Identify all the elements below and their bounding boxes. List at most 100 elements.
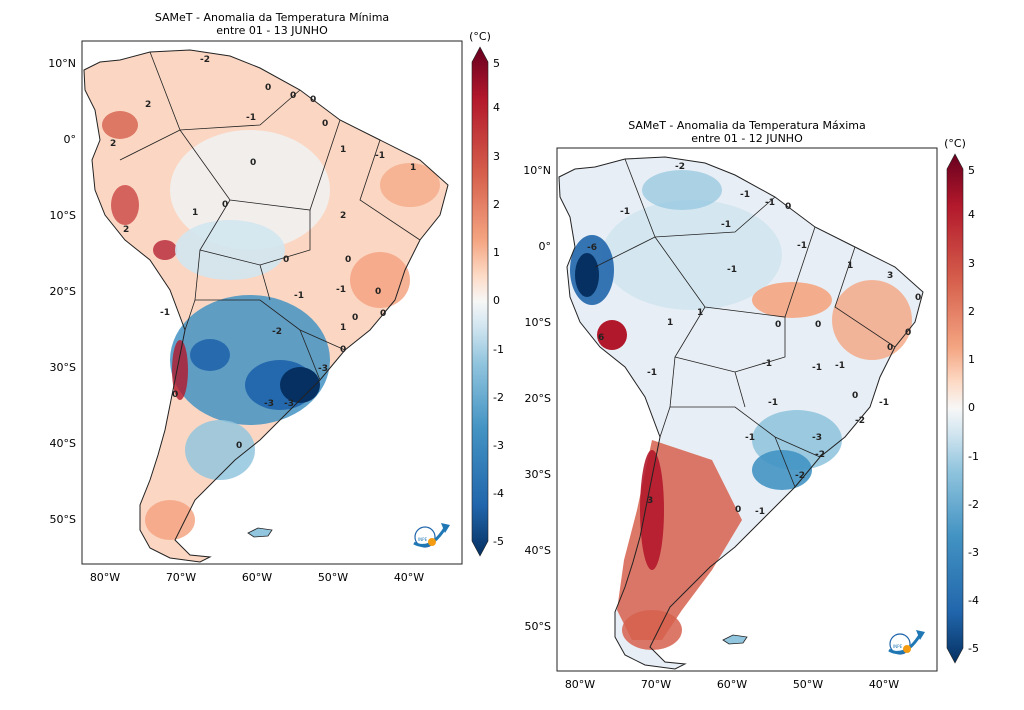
left-warm-west (111, 185, 139, 225)
left-lon-tick: 50°W (318, 571, 348, 584)
right-cold-ecuador-core (575, 253, 599, 297)
left-warm-east (350, 252, 410, 308)
right-lon-tick: 60°W (717, 678, 747, 691)
right-logo-label: INPE (893, 644, 903, 649)
right-contour-label: -1 (620, 207, 630, 217)
left-contour-label: 0 (283, 255, 289, 265)
right-contour-label: -2 (855, 416, 865, 426)
left-contour-label: 0 (265, 83, 271, 93)
right-map-title-line2: entre 01 - 12 JUNHO (691, 132, 803, 145)
left-map-title-line1: SAMeT - Anomalia da Temperatura Mínima (154, 11, 390, 24)
right-lat-tick: 0° (539, 240, 552, 253)
right-contour-label: -1 (768, 398, 778, 408)
left-contour-label: -1 (336, 285, 346, 295)
right-contour-label: -1 (812, 363, 822, 373)
left-contour-label: -1 (160, 308, 170, 318)
right-contour-label: 3 (647, 496, 653, 506)
right-lon-tick: 40°W (869, 678, 899, 691)
right-contour-label: -3 (812, 433, 822, 443)
left-contour-label: 0 (352, 313, 358, 323)
right-contour-label: -2 (815, 450, 825, 460)
right-contour-labels: -2 -1 -1 0 -1 -1 -6 -1 -1 1 0 3 0 0 1 0 … (587, 162, 921, 517)
right-warm-center (752, 282, 832, 318)
right-colorbar-tick: 4 (968, 208, 975, 221)
right-lat-axis: 10°N 0° 10°S 20°S 30°S 40°S 50°S (523, 164, 551, 633)
left-logo-label: INPE (418, 537, 428, 542)
left-contour-label: 0 (250, 158, 256, 168)
right-contour-label: 0 (852, 391, 858, 401)
left-colorbar-bar (471, 46, 489, 557)
right-coastline (558, 156, 924, 670)
right-contour-label: 3 (887, 271, 893, 281)
right-contour-label: 0 (775, 320, 781, 330)
right-contour-label: 1 (697, 308, 703, 318)
left-contour-label: 0 (310, 95, 316, 105)
left-colorbar-tick: -5 (493, 535, 504, 548)
right-colorbar-tick: 0 (968, 401, 975, 414)
right-falkland-islands (722, 634, 748, 645)
left-warm-north (102, 111, 138, 139)
left-contour-label: 1 (340, 145, 346, 155)
right-contour-label: 0 (887, 343, 893, 353)
right-contour-label: -1 (879, 398, 889, 408)
right-colorbar-tick: 2 (968, 305, 975, 318)
right-contour-label: -1 (740, 190, 750, 200)
left-contour-label: 1 (192, 208, 198, 218)
left-map-title-line2: entre 01 - 13 JUNHO (216, 24, 328, 37)
right-colorbar-tick: 1 (968, 353, 975, 366)
right-contour-label: 0 (815, 320, 821, 330)
right-warm-peru (597, 320, 627, 350)
right-lon-tick: 80°W (565, 678, 595, 691)
right-map-shading (558, 156, 924, 670)
right-lat-tick: 10°N (523, 164, 551, 177)
left-colorbar-tick: -4 (493, 487, 504, 500)
left-contour-label: -3 (318, 364, 328, 374)
left-lon-axis: 80°W 70°W 60°W 50°W 40°W (90, 571, 424, 584)
left-contour-label: 2 (340, 211, 346, 221)
left-map-title: SAMeT - Anomalia da Temperatura Mínima e… (82, 11, 462, 37)
right-lon-axis: 80°W 70°W 60°W 50°W 40°W (565, 678, 899, 691)
left-colorbar-tick: 3 (493, 150, 500, 163)
right-colorbar-tick: -2 (968, 498, 979, 511)
right-contour-label: -1 (721, 220, 731, 230)
left-contour-label: 1 (410, 163, 416, 173)
right-colorbar-bar (946, 153, 964, 664)
right-contour-label: -1 (765, 198, 775, 208)
left-colorbar-tick: 2 (493, 198, 500, 211)
left-map-panel: SAMeT - Anomalia da Temperatura Mínima e… (0, 0, 512, 600)
right-colorbar-tick: -4 (968, 594, 979, 607)
right-colorbar-tick: 5 (968, 164, 975, 177)
left-colorbar-unit: (°C) (469, 30, 491, 43)
right-contour-label: -1 (835, 361, 845, 371)
right-contour-label: -1 (755, 507, 765, 517)
right-map-panel: SAMeT - Anomalia da Temperatura Máxima e… (512, 0, 1024, 710)
right-lon-tick: 70°W (641, 678, 671, 691)
left-contour-label: 0 (290, 91, 296, 101)
right-colorbar-tick: 3 (968, 257, 975, 270)
left-colorbar-tick: 5 (493, 57, 500, 70)
right-contour-label: -1 (647, 368, 657, 378)
left-contour-label: 0 (222, 200, 228, 210)
right-map-title: SAMeT - Anomalia da Temperatura Máxima e… (557, 119, 937, 145)
left-lat-tick: 0° (64, 133, 77, 146)
left-cold-plata (280, 367, 320, 403)
left-colorbar-tick: -2 (493, 391, 504, 404)
left-contour-label: 0 (172, 390, 178, 400)
left-contour-label: 2 (145, 100, 151, 110)
left-lon-tick: 80°W (90, 571, 120, 584)
right-contour-label: 0 (785, 202, 791, 212)
right-contour-label: -1 (745, 433, 755, 443)
right-cold-southeast-core (752, 450, 812, 490)
left-contour-label: -1 (294, 291, 304, 301)
right-country-borders (594, 158, 896, 488)
right-colorbar: (°C) 5 4 3 2 1 0 -1 -2 -3 -4 -5 (944, 137, 979, 664)
left-colorbar-tick: -1 (493, 343, 504, 356)
left-warm-northeast (380, 163, 440, 207)
left-colorbar-ticks: 5 4 3 2 1 0 -1 -2 -3 -4 -5 (493, 57, 504, 548)
left-country-borders (119, 51, 421, 381)
left-inpe-logo: INPE (413, 523, 450, 548)
right-contour-label: -6 (587, 243, 597, 253)
right-contour-label: -1 (762, 359, 772, 369)
left-lat-tick: 30°S (50, 361, 76, 374)
left-contour-label: 0 (322, 119, 328, 129)
